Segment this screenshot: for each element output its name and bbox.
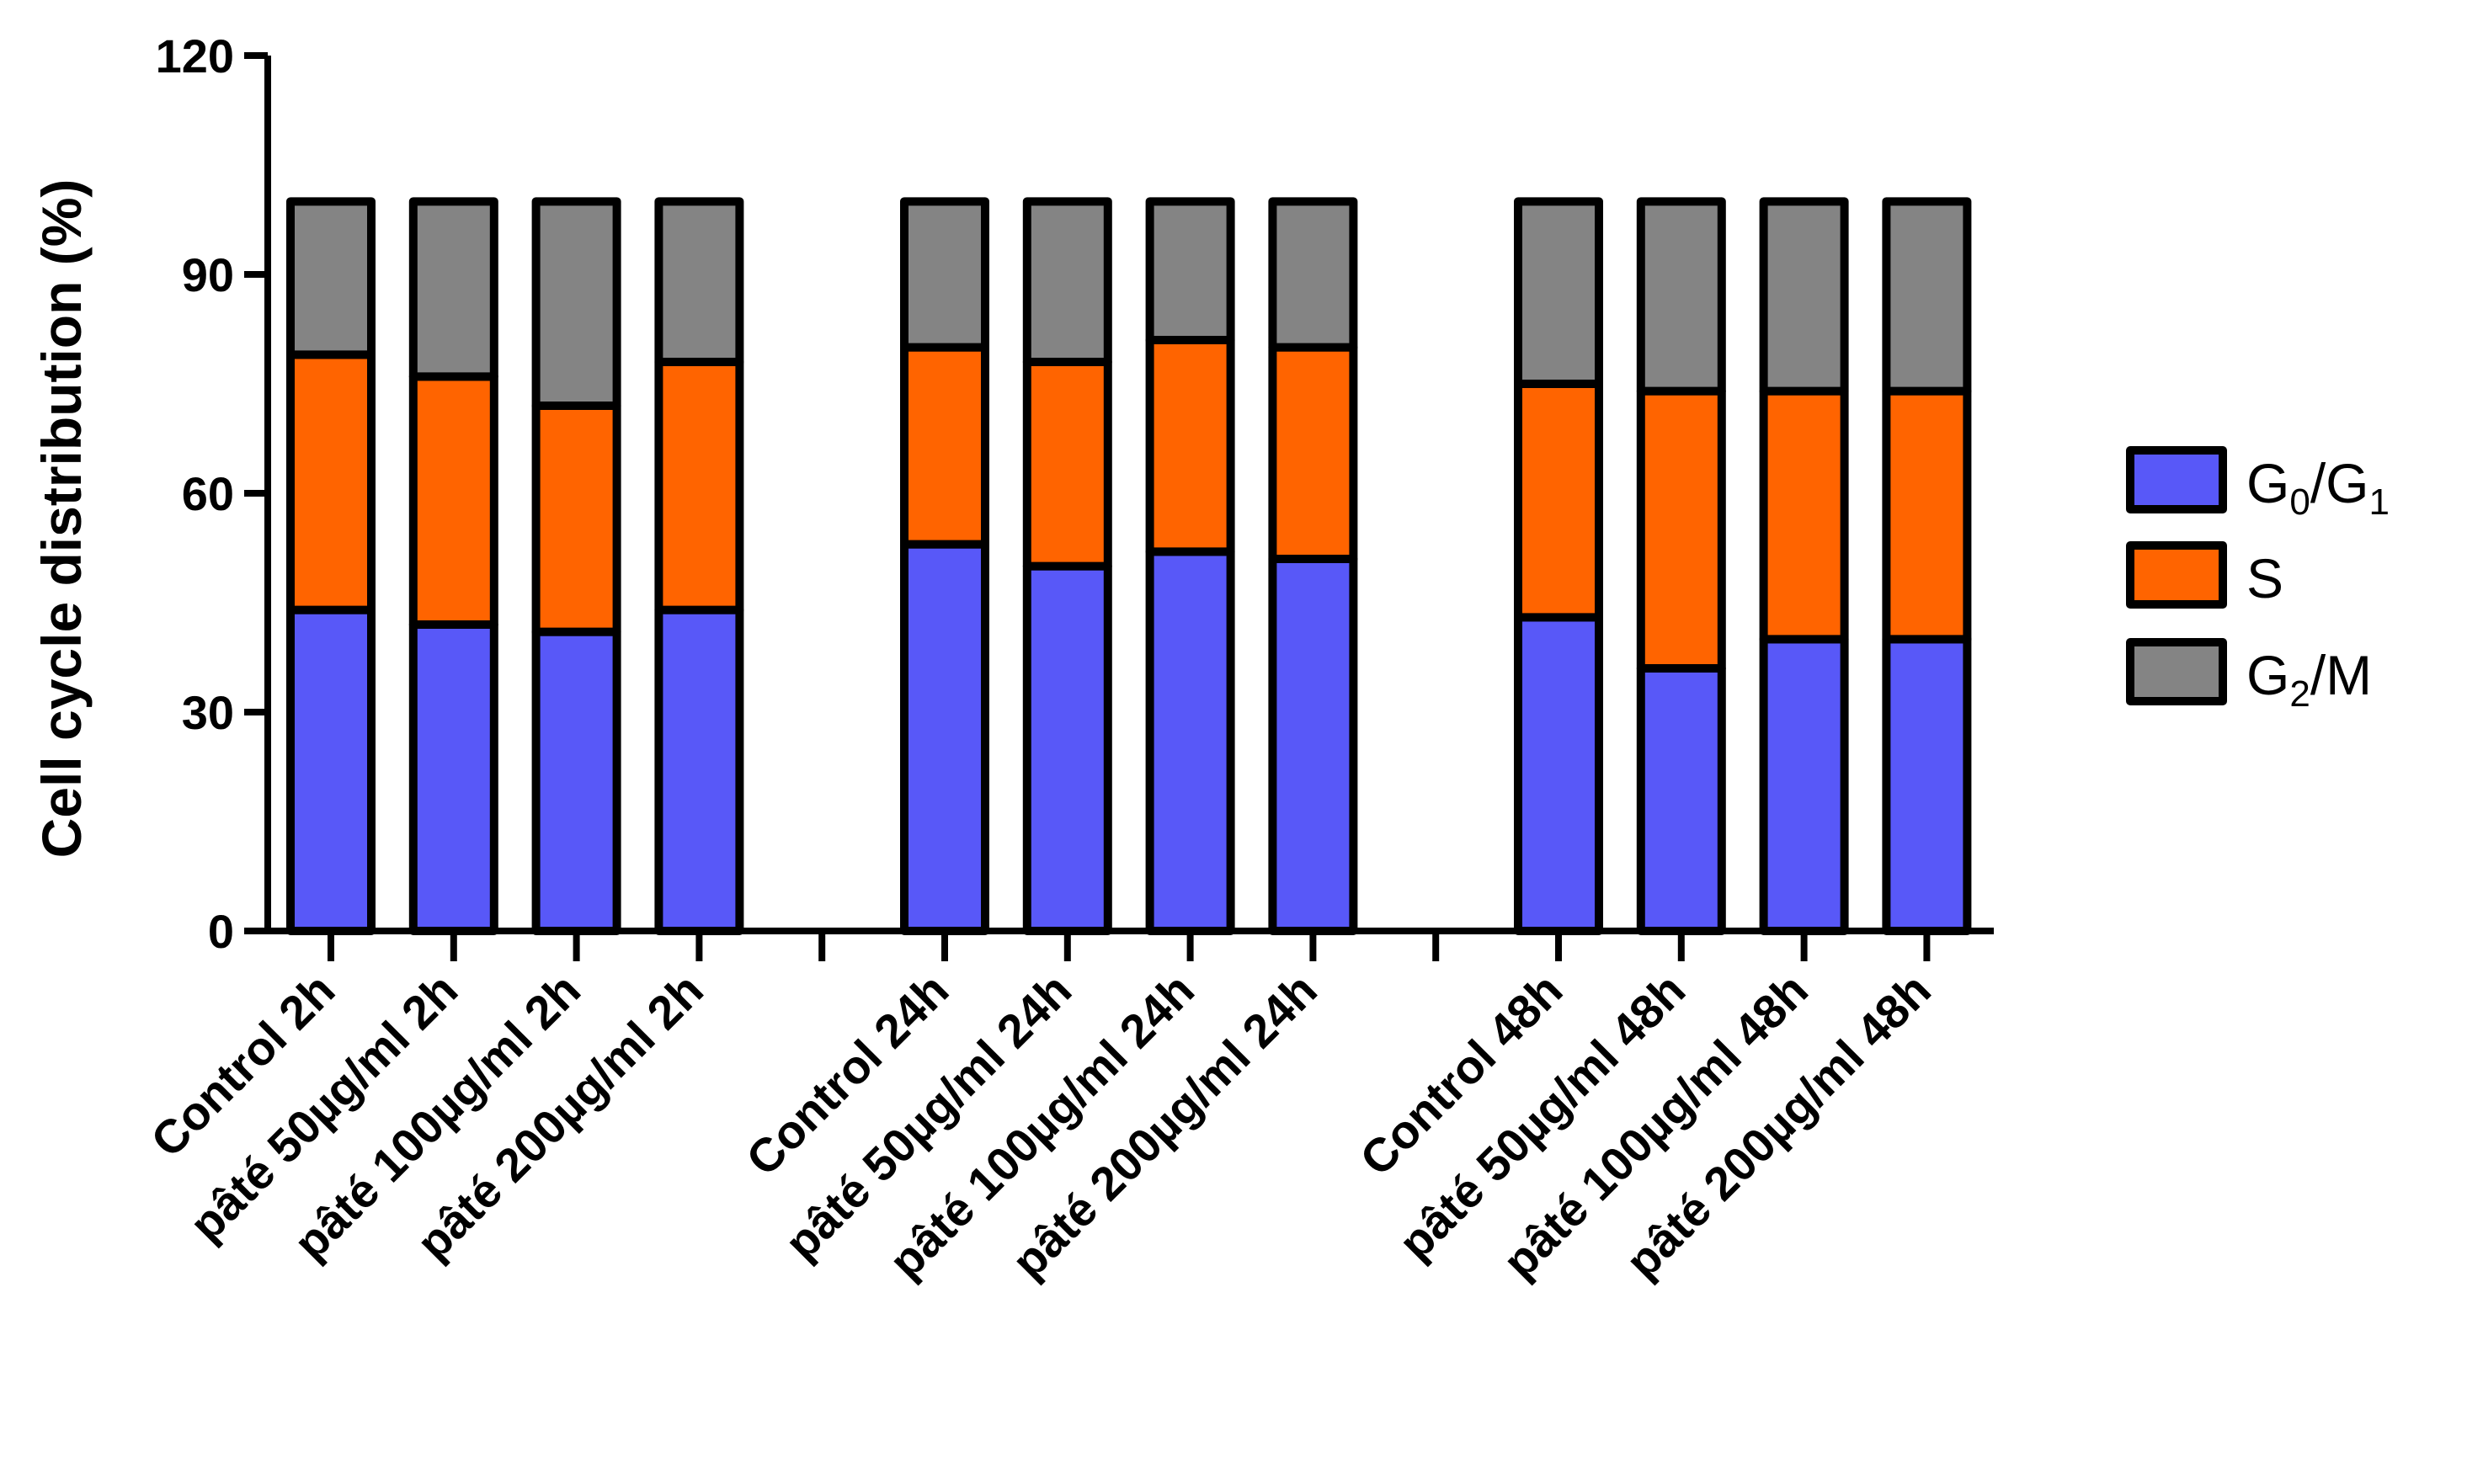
bar-segment-s <box>1636 386 1726 673</box>
legend-swatch <box>2126 446 2227 513</box>
bar-segment-g2-m <box>408 197 498 381</box>
bar-segment-g2-m <box>1268 197 1358 352</box>
bar-segment-g2-m <box>286 197 376 359</box>
legend-subscript: 2 <box>2289 673 2310 715</box>
legend-text: /G <box>2310 452 2369 514</box>
bar-segment-s <box>408 372 498 629</box>
y-tick-label: 60 <box>182 467 234 520</box>
bar-segment-g2-m <box>900 197 989 352</box>
y-tick-label: 30 <box>182 686 234 739</box>
bar-segment-s <box>1514 380 1603 622</box>
legend-text: /M <box>2310 644 2372 706</box>
bar-segment-s <box>1145 336 1235 556</box>
bar-segment-s <box>1759 386 1849 644</box>
legend-label: G0/G1 <box>2246 452 2390 523</box>
y-axis-title: Cell cycle distribution (%) <box>30 179 93 859</box>
bar-segment-g2-m <box>1514 197 1603 388</box>
bar-segment-g0-g1 <box>1882 635 1972 935</box>
bar-segment-g2-m <box>1145 197 1235 344</box>
bar-segment-g0-g1 <box>1514 613 1603 935</box>
legend-subscript: 1 <box>2369 481 2390 523</box>
bar-segment-g0-g1 <box>1636 664 1726 935</box>
bar-segment-s <box>1882 386 1972 644</box>
legend-text: S <box>2246 547 2283 609</box>
legend-subscript: 0 <box>2289 481 2310 523</box>
bar-segment-g0-g1 <box>531 627 621 936</box>
legend-swatch <box>2126 541 2227 609</box>
bar-segment-g0-g1 <box>286 605 376 936</box>
y-tick-label: 120 <box>156 29 234 82</box>
bar-segment-g0-g1 <box>654 605 744 936</box>
bar-segment-s <box>286 350 376 614</box>
legend-label: G2/M <box>2246 644 2372 715</box>
bar-segment-g0-g1 <box>1145 547 1235 935</box>
bar-segment-g2-m <box>1882 197 1972 396</box>
bar-segment-g2-m <box>654 197 744 366</box>
legend-text: G <box>2246 644 2289 706</box>
legend-text: G <box>2246 452 2289 514</box>
legend-swatch <box>2126 638 2227 705</box>
bar-segment-g2-m <box>1636 197 1726 396</box>
bar-segment-s <box>654 358 744 614</box>
legend-label: S <box>2246 547 2283 609</box>
bar-segment-s <box>531 402 621 636</box>
y-tick-label: 0 <box>208 905 234 958</box>
bar-segment-g0-g1 <box>408 620 498 935</box>
bar-segment-g2-m <box>531 197 621 410</box>
bar-segment-g0-g1 <box>1759 635 1849 935</box>
bar-segment-g2-m <box>1759 197 1849 396</box>
bar-segment-g0-g1 <box>1268 555 1358 935</box>
bar-segment-g0-g1 <box>900 540 989 936</box>
y-tick-label: 90 <box>182 248 234 301</box>
bar-segment-g0-g1 <box>1022 561 1112 936</box>
bar-segment-s <box>1022 358 1112 571</box>
bar-segment-s <box>1268 343 1358 563</box>
bar-segment-g2-m <box>1022 197 1112 366</box>
bar-segment-s <box>900 343 989 549</box>
